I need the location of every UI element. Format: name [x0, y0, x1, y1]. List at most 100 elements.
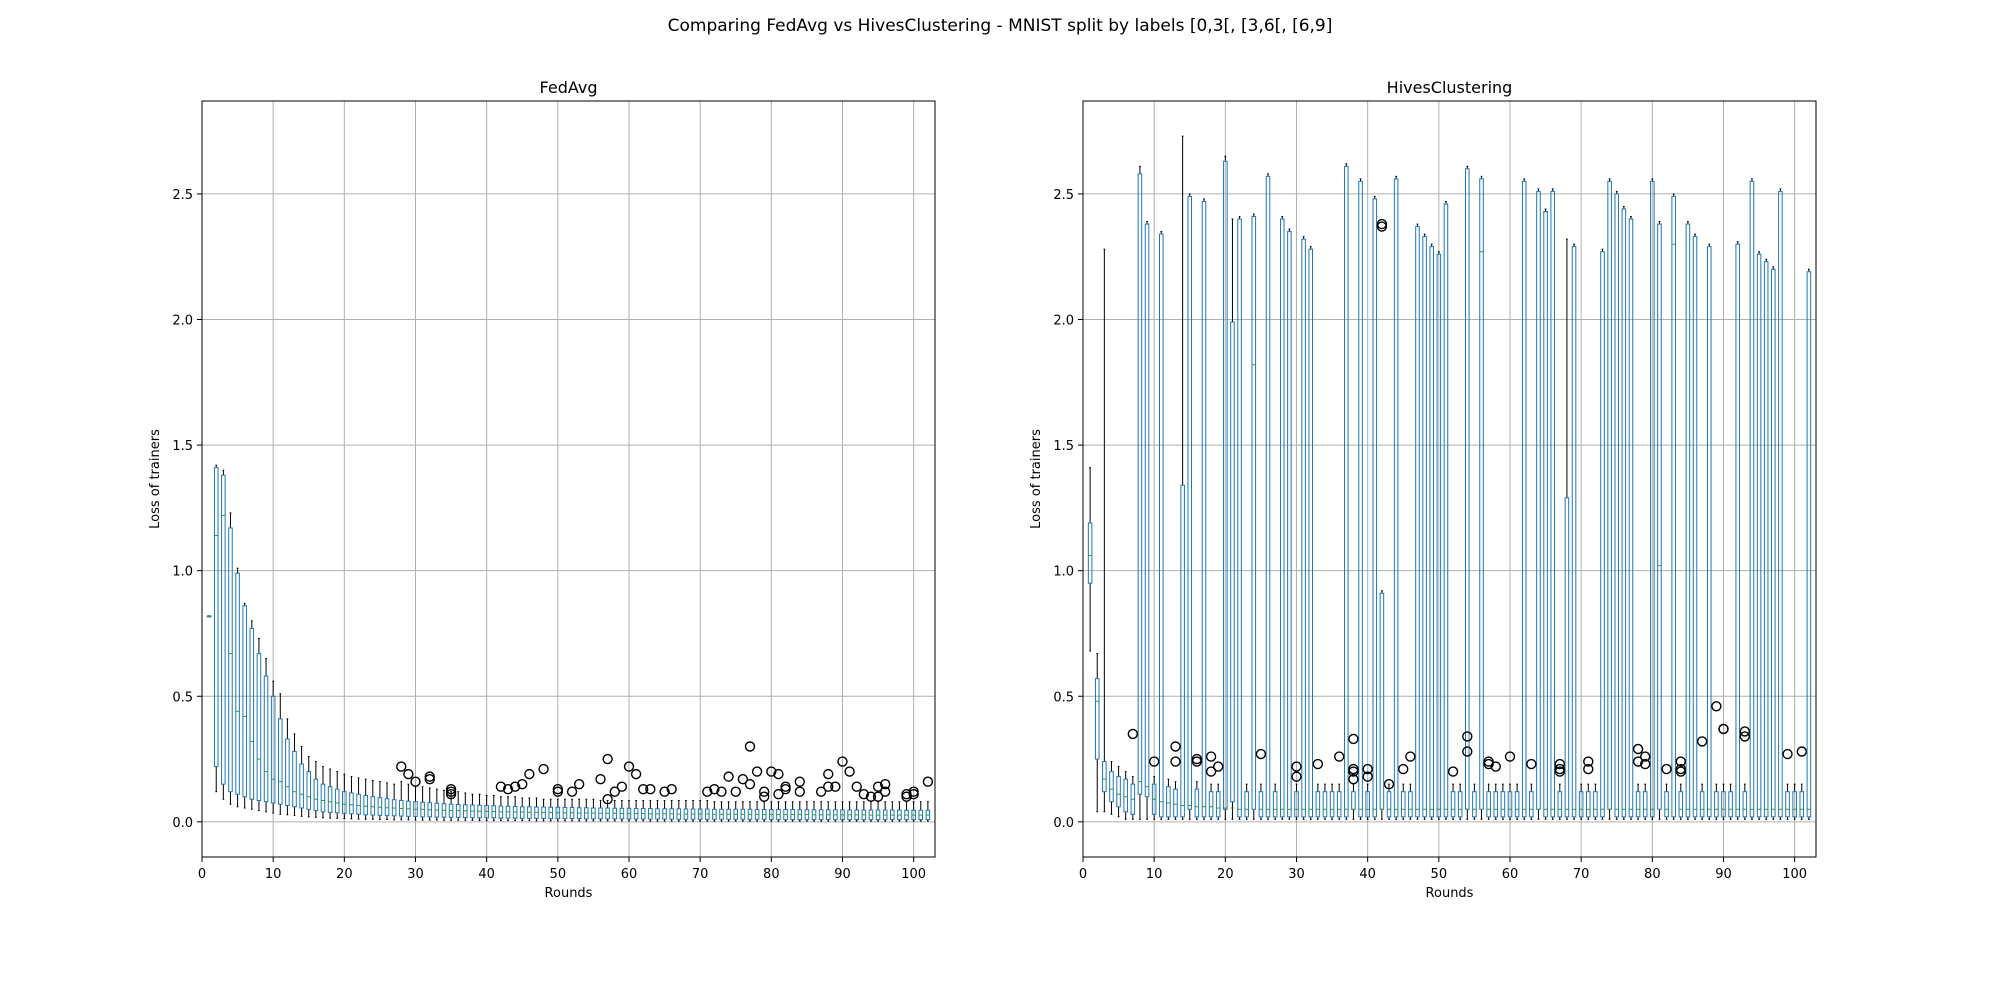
box-body: [1223, 160, 1228, 810]
outlier-point: [1312, 758, 1324, 770]
outlier-point: [595, 773, 606, 785]
outlier-point: [1348, 766, 1359, 777]
box-body: [235, 572, 240, 795]
outlier-point: [1504, 751, 1516, 762]
box-14: [299, 745, 304, 817]
outlier-point: [1675, 766, 1686, 777]
box-16: [313, 761, 319, 818]
outlier-point: [396, 761, 407, 772]
box-65: [1543, 208, 1548, 820]
box-25: [377, 781, 383, 821]
x-tick-label: 100: [1782, 867, 1807, 882]
box-11: [278, 693, 283, 815]
box-4: [228, 512, 233, 805]
box-body: [1671, 195, 1676, 818]
box-body: [1301, 238, 1306, 818]
y-axis-label: Loss of trainers: [1029, 429, 1044, 529]
box-17: [320, 766, 326, 819]
box-body: [1344, 165, 1349, 818]
box-61: [633, 799, 639, 822]
box-70: [697, 799, 703, 822]
y-tick-label: 0.5: [1053, 690, 1074, 705]
outlier-point: [851, 781, 862, 792]
box-body: [1728, 791, 1733, 818]
x-tick-label: 60: [621, 867, 638, 882]
box-74: [1607, 178, 1612, 820]
y-tick-label: 0.0: [172, 816, 193, 831]
box-100: [1792, 783, 1797, 820]
box-68: [683, 799, 689, 822]
box-body: [519, 806, 525, 819]
x-tick-label: 100: [901, 867, 926, 882]
outlier-point: [1170, 756, 1181, 767]
box-30: [413, 786, 418, 821]
box-95: [875, 801, 881, 822]
box-body: [1778, 190, 1783, 818]
box-body: [1159, 233, 1164, 818]
box-39: [1358, 178, 1363, 820]
outlier-point: [445, 789, 457, 800]
outlier-point: [858, 789, 870, 800]
x-tick-label: 70: [692, 867, 709, 882]
y-tick-label: 2.5: [172, 188, 193, 203]
box-body: [1571, 246, 1577, 818]
box-86: [811, 801, 817, 822]
box-body: [1785, 791, 1790, 818]
outlier-point: [773, 768, 784, 780]
box-70: [1578, 783, 1584, 820]
box-body: [1749, 180, 1755, 818]
outlier-point: [1782, 748, 1793, 760]
box-22: [356, 777, 361, 820]
box-56: [598, 799, 603, 822]
box-23: [363, 778, 368, 820]
outlier-point: [1205, 766, 1217, 777]
box-body: [1500, 791, 1506, 818]
box-24: [1251, 213, 1257, 820]
box-48: [541, 798, 546, 822]
box-32: [1308, 246, 1314, 820]
outlier-point: [552, 786, 564, 797]
box-54: [584, 798, 589, 822]
box-body: [1173, 788, 1178, 818]
box-87: [818, 801, 824, 822]
box-35: [1329, 783, 1335, 820]
box-2: [213, 464, 219, 793]
box-body: [242, 605, 247, 798]
outlier-point: [1362, 763, 1373, 775]
x-tick-label: 60: [1502, 867, 1519, 882]
outlier-point: [1739, 731, 1751, 742]
box-66: [1550, 188, 1555, 820]
box-body: [1422, 236, 1427, 818]
box-body: [370, 796, 376, 816]
box-64: [1536, 188, 1541, 820]
box-1: [206, 615, 212, 618]
panel-0: 0 10 20 30 40 50 60 70 80 90 100 0.0 0.5 1.0 1.5 2.0 2.5…: [148, 78, 936, 901]
outlier-point: [495, 781, 507, 792]
box-39: [477, 793, 482, 822]
outlier-point: [1526, 758, 1537, 770]
outlier-point: [1376, 221, 1388, 232]
box-body: [334, 788, 340, 814]
subplot-title: HivesClustering: [1387, 78, 1513, 97]
box-body: [1187, 195, 1193, 810]
box-50: [555, 798, 561, 822]
box-body: [249, 627, 255, 800]
box-28: [1279, 216, 1285, 820]
outlier-point: [780, 783, 791, 795]
box-44: [1393, 175, 1399, 820]
box-66: [669, 799, 674, 822]
box-47: [534, 797, 539, 822]
box-101: [918, 801, 924, 822]
box-body: [1536, 190, 1541, 810]
box-74: [726, 801, 731, 822]
box-13: [292, 733, 297, 817]
outlier-point: [865, 791, 877, 802]
box-8: [256, 637, 262, 812]
box-body: [1102, 761, 1107, 793]
outlier-point: [1483, 758, 1494, 770]
box-10: [1151, 776, 1157, 820]
box-7: [1130, 776, 1136, 820]
box-body: [1351, 791, 1356, 810]
box-81: [1657, 221, 1662, 820]
